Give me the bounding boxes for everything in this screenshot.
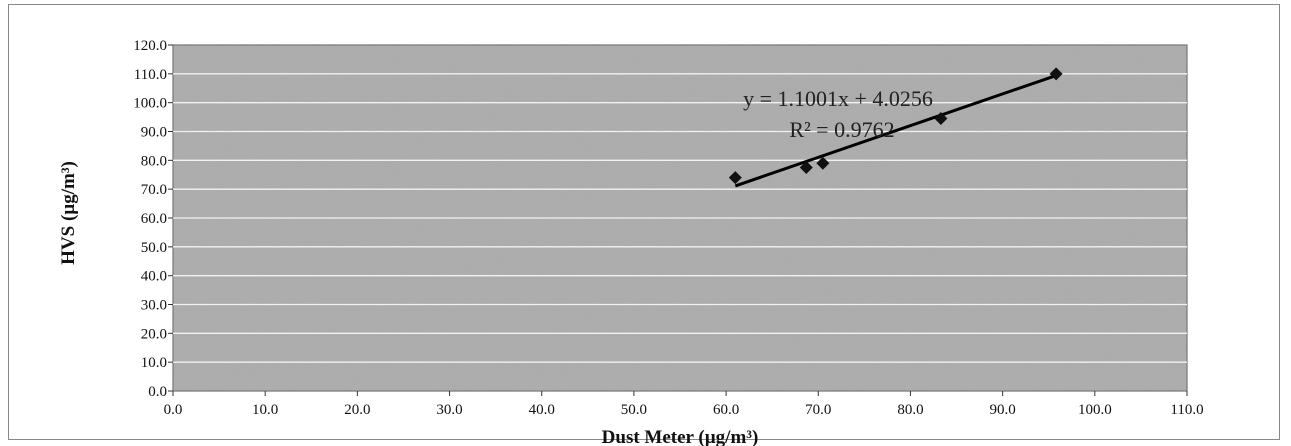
- y-tick-label: 50.0: [141, 240, 167, 256]
- y-tick-label: 110.0: [134, 67, 167, 83]
- y-tick-label: 80.0: [141, 153, 167, 169]
- y-tick-label: 20.0: [141, 326, 167, 342]
- y-tick-label: 120.0: [133, 38, 167, 54]
- x-tick-label: 60.0: [713, 402, 739, 418]
- x-tick-label: 20.0: [344, 402, 370, 418]
- trendline: [734, 74, 1057, 188]
- y-tick-label: 90.0: [141, 125, 167, 141]
- trendline-r-squared: R² = 0.9762: [789, 117, 894, 142]
- data-point: [816, 156, 830, 170]
- trendline-equation: y = 1.1001x + 4.0256: [743, 86, 933, 111]
- data-point: [1049, 67, 1063, 81]
- x-tick-label: 110.0: [1170, 402, 1203, 418]
- data-point: [799, 161, 813, 175]
- y-axis-title: HVS (µg/m³): [58, 161, 79, 265]
- y-tick-label: 70.0: [141, 182, 167, 198]
- x-tick-label: 70.0: [805, 402, 831, 418]
- x-tick-label: 100.0: [1078, 402, 1112, 418]
- x-tick-label: 40.0: [529, 402, 555, 418]
- x-tick-label: 90.0: [990, 402, 1016, 418]
- y-tick-label: 40.0: [141, 269, 167, 285]
- x-tick-label: 50.0: [621, 402, 647, 418]
- data-point: [728, 171, 742, 185]
- y-tick-label: 100.0: [133, 96, 167, 112]
- x-tick-label: 0.0: [164, 402, 183, 418]
- x-tick-label: 30.0: [436, 402, 462, 418]
- y-tick-label: 60.0: [141, 211, 167, 227]
- x-tick-label: 10.0: [252, 402, 278, 418]
- x-tick-label: 80.0: [897, 402, 923, 418]
- y-tick-label: 0.0: [148, 384, 167, 400]
- y-tick-label: 10.0: [141, 355, 167, 371]
- chart-frame: [8, 4, 1280, 440]
- x-axis-title: Dust Meter (µg/m³): [602, 427, 759, 446]
- y-tick-label: 30.0: [141, 298, 167, 314]
- data-point: [934, 112, 948, 126]
